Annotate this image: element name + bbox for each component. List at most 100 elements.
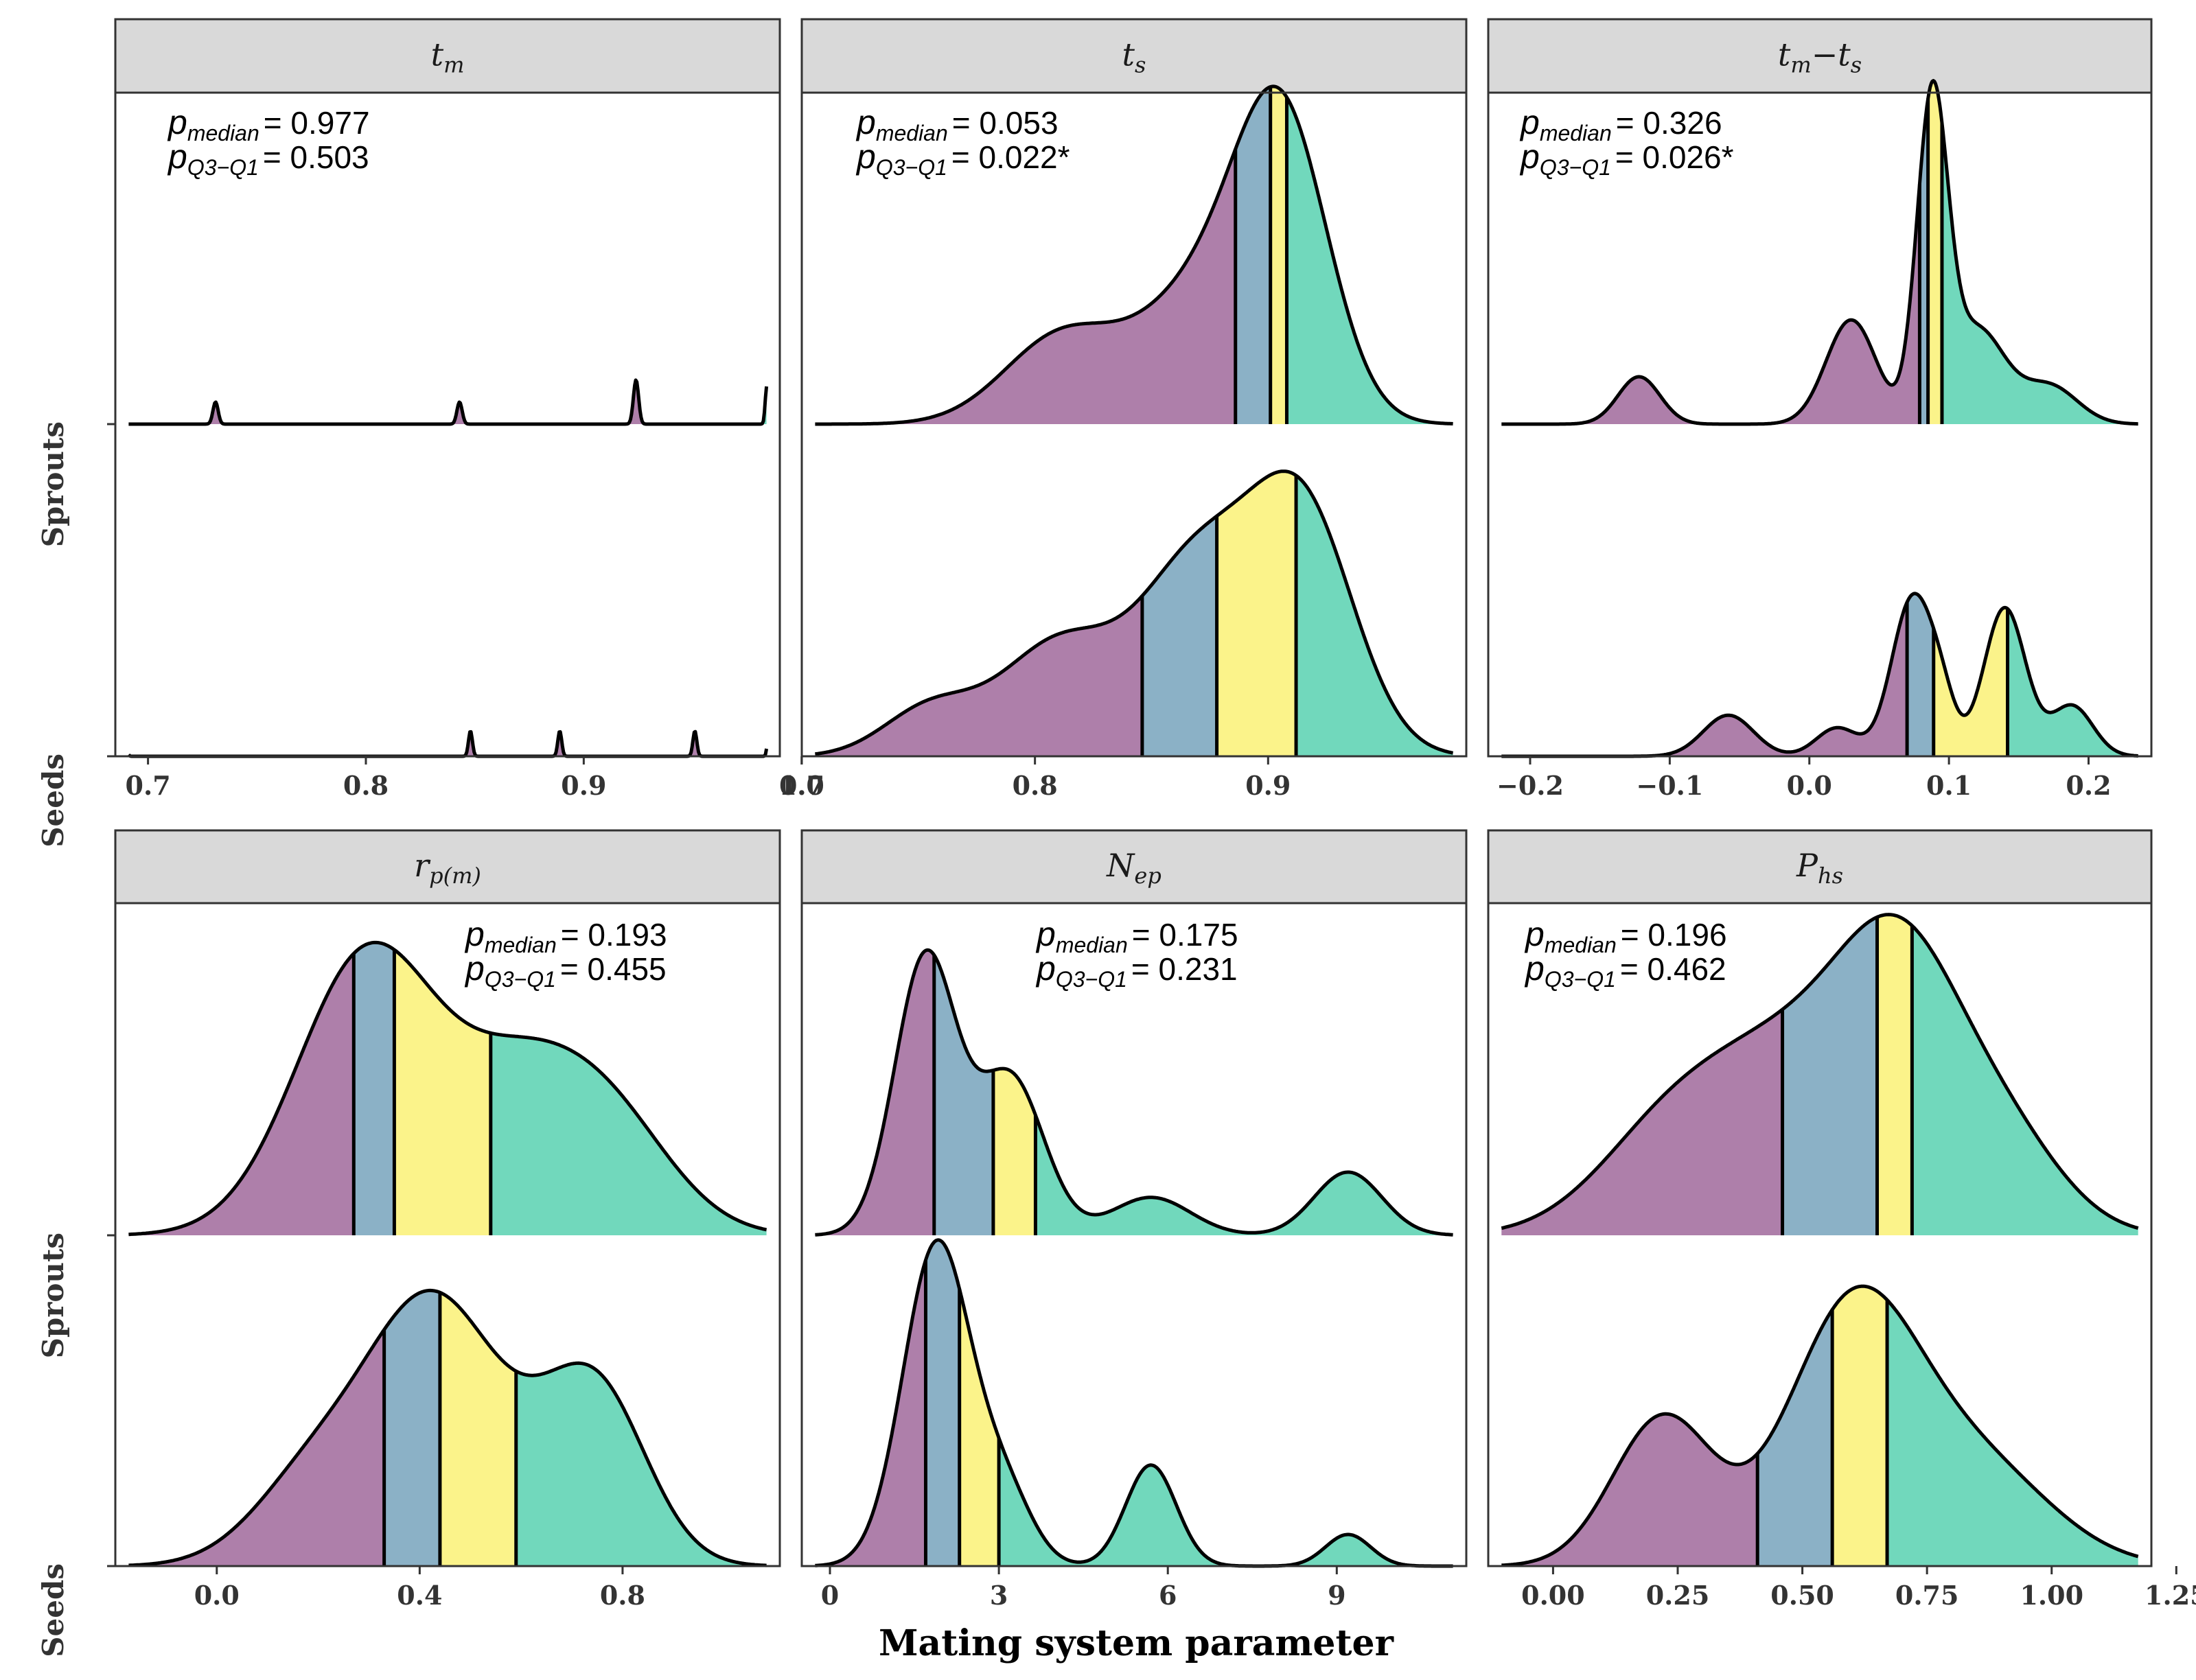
density-outline (814, 84, 1454, 426)
density-ridge-seeds (1501, 592, 2139, 758)
facet-strip (1487, 829, 2153, 905)
x-tick-label: 3 (990, 1580, 1008, 1611)
density-outline (1501, 913, 2139, 1230)
x-tick-label: 0 (821, 1580, 839, 1611)
x-tick-label: 0.00 (1521, 1580, 1585, 1611)
y-category-label: Sprouts (36, 1233, 70, 1358)
density-outline (814, 948, 1454, 1237)
p-median-annotation: pmedian = 0.193 (464, 915, 667, 957)
x-tick-label: −0.2 (1496, 770, 1564, 801)
quartile-area-4 (1941, 122, 2138, 424)
quartile-area-1 (1501, 1414, 1758, 1566)
quartile-area-1 (128, 953, 354, 1235)
p-iqr-annotation: pQ3−Q1 = 0.455 (464, 949, 667, 992)
x-tick-label: 0.0 (194, 1580, 240, 1611)
density-ridge-seeds (814, 469, 1454, 756)
quartile-area-2 (1919, 98, 1928, 424)
quartile-area-3 (1270, 86, 1287, 425)
facet-panel: Phs 0.00 0.25 0.50 0.75 1.00 1.25 pmedian= 0.19… (1487, 829, 2196, 1611)
facet-title: Nep (1106, 847, 1161, 889)
density-ridge-sprouts (1501, 913, 2139, 1235)
quartile-area-4 (999, 1438, 1453, 1566)
x-tick-label: 0.0 (1787, 770, 1832, 801)
x-tick-label: 0.9 (1245, 770, 1291, 801)
x-tick-label: 0.75 (1895, 1580, 1959, 1611)
quartile-area-4 (1912, 925, 2138, 1235)
density-outline (1501, 79, 2139, 426)
quartile-area-4 (490, 1033, 767, 1235)
p-iqr-annotation: pQ3−Q1 = 0.022* (855, 137, 1070, 180)
p-median-annotation: pmedian = 0.175 (1035, 915, 1238, 957)
plot-area (1488, 93, 2151, 756)
y-category-label: Seeds (36, 754, 70, 848)
quartile-area-1 (128, 1329, 384, 1566)
density-outline (128, 378, 769, 426)
facet-title: Phs (1796, 847, 1843, 889)
quartile-area-2 (1757, 1309, 1833, 1566)
quartile-area-2 (1235, 86, 1271, 424)
x-tick-label: 0.25 (1646, 1580, 1710, 1611)
density-ridge-sprouts (128, 940, 767, 1237)
facet-panel: tm−ts −0.2 −0.1 0.0 0.1 0.2 pmedian = 0.326pQ3−… (1487, 18, 2153, 801)
facet-title: tm−ts (1778, 36, 1862, 78)
quartile-area-4 (1296, 475, 1453, 756)
quartile-area-3 (439, 1292, 516, 1566)
facet-title: ts (1122, 36, 1146, 78)
x-tick-label: 0.7 (126, 770, 171, 801)
x-tick-label: 9 (1328, 1580, 1345, 1611)
panel-border (1487, 91, 2153, 758)
facet-strip (114, 18, 781, 94)
facet-strip (800, 829, 1468, 905)
x-tick-label: 0.8 (343, 770, 389, 801)
density-ridge-sprouts (1501, 79, 2139, 426)
x-tick-label: 0.1 (1926, 770, 1972, 801)
density-outline (128, 1288, 767, 1567)
x-tick-label: 0.9 (561, 770, 606, 801)
quartile-area-3 (394, 950, 491, 1235)
x-tick-label: 0.7 (779, 770, 824, 801)
p-iqr-annotation: pQ3−Q1 = 0.462 (1524, 949, 1726, 992)
facet-title: rp(m) (414, 847, 481, 889)
p-iqr-annotation: pQ3−Q1 = 0.026* (1519, 137, 1734, 180)
density-ridge-sprouts (814, 948, 1454, 1237)
p-median-annotation: pmedian = 0.053 (855, 103, 1059, 145)
x-tick-label: 0.50 (1770, 1580, 1834, 1611)
y-category-label: Sprouts (36, 421, 70, 547)
x-tick-label: 1.00 (2020, 1580, 2083, 1611)
quartile-area-1 (815, 596, 1142, 756)
quartile-area-2 (1907, 593, 1934, 756)
x-tick-label: 0.8 (1013, 770, 1058, 801)
panel-border (800, 902, 1468, 1567)
p-iqr-annotation: pQ3−Q1 = 0.231 (1035, 949, 1238, 992)
quartile-area-4 (516, 1363, 767, 1566)
quartile-area-2 (1782, 917, 1877, 1235)
x-tick-label: 0.8 (600, 1580, 645, 1611)
density-outline (1501, 1284, 2139, 1567)
quartile-area-3 (1928, 80, 1942, 424)
facet-title: tm (431, 36, 465, 78)
facet-strip (114, 829, 781, 905)
density-ridge-seeds (1501, 1284, 2139, 1567)
x-tick-label: 0.2 (2066, 770, 2111, 801)
quartile-area-2 (384, 1290, 440, 1566)
quartile-area-1 (815, 149, 1236, 425)
density-outline (814, 1238, 1454, 1568)
panel-border (800, 91, 1468, 758)
x-tick-label: 1.0 (779, 770, 824, 801)
density-ridge-seeds (814, 1238, 1454, 1568)
x-axis-title: Mating system parameter (879, 1622, 1394, 1664)
quartile-area-1 (1501, 184, 1920, 424)
x-tick-label: 1.25 (2145, 1580, 2196, 1611)
facet-strip (1487, 18, 2153, 94)
quartile-area-2 (934, 955, 993, 1235)
x-tick-label: 6 (1159, 1580, 1177, 1611)
y-category-label: Seeds (36, 1563, 70, 1657)
p-iqr-annotation: pQ3−Q1 = 0.503 (167, 137, 369, 180)
quartile-area-1 (1501, 1009, 1783, 1235)
panel-border (1487, 902, 2153, 1567)
facet-strip (800, 18, 1468, 94)
quartile-area-2 (354, 942, 395, 1235)
